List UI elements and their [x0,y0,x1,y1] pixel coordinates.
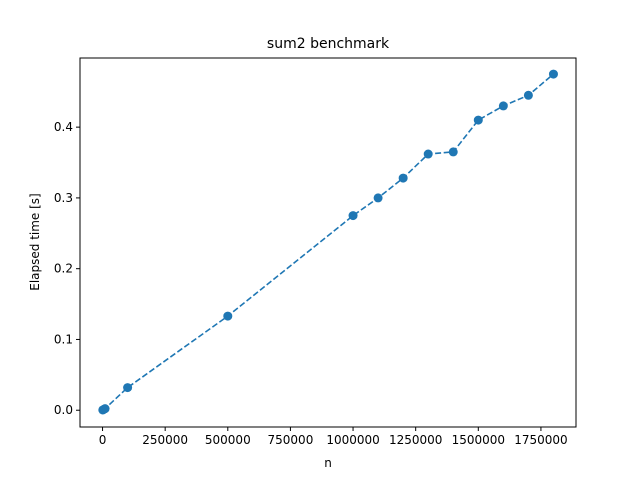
y-axis-ticks: 0.0 0.1 0.2 0.3 0.4 [54,120,80,417]
series-line [102,73,554,411]
y-axis-label: Elapsed time [s] [28,193,42,291]
x-axis-label: n [324,456,332,470]
x-tick-label: 1250000 [389,433,442,447]
data-point [473,115,483,125]
data-point [548,69,558,79]
data-point [223,311,233,321]
data-point [423,149,433,159]
data-point [348,211,358,221]
x-tick-label: 0 [99,433,107,447]
x-axis-ticks: 0 250000 500000 750000 1000000 1250000 1500000… [99,427,568,447]
chart-title: sum2 benchmark [267,36,390,52]
data-point [398,173,408,183]
y-tick-label: 0.1 [54,332,73,346]
y-tick-label: 0.4 [54,120,73,134]
x-tick-label: 500000 [205,433,251,447]
data-point [523,90,533,100]
y-tick-label: 0.3 [54,191,73,205]
data-point [448,147,458,157]
x-tick-label: 1750000 [514,433,567,447]
data-point [373,193,383,203]
y-tick-label: 0.0 [54,403,73,417]
data-point [100,404,110,414]
x-tick-label: 1000000 [326,433,379,447]
x-tick-label: 250000 [142,433,188,447]
x-tick-label: 1500000 [452,433,505,447]
y-tick-label: 0.2 [54,262,73,276]
plot-frame [79,57,577,428]
data-point [123,383,133,393]
data-point [498,101,508,111]
series-layer [98,69,558,415]
x-tick-label: 750000 [268,433,314,447]
